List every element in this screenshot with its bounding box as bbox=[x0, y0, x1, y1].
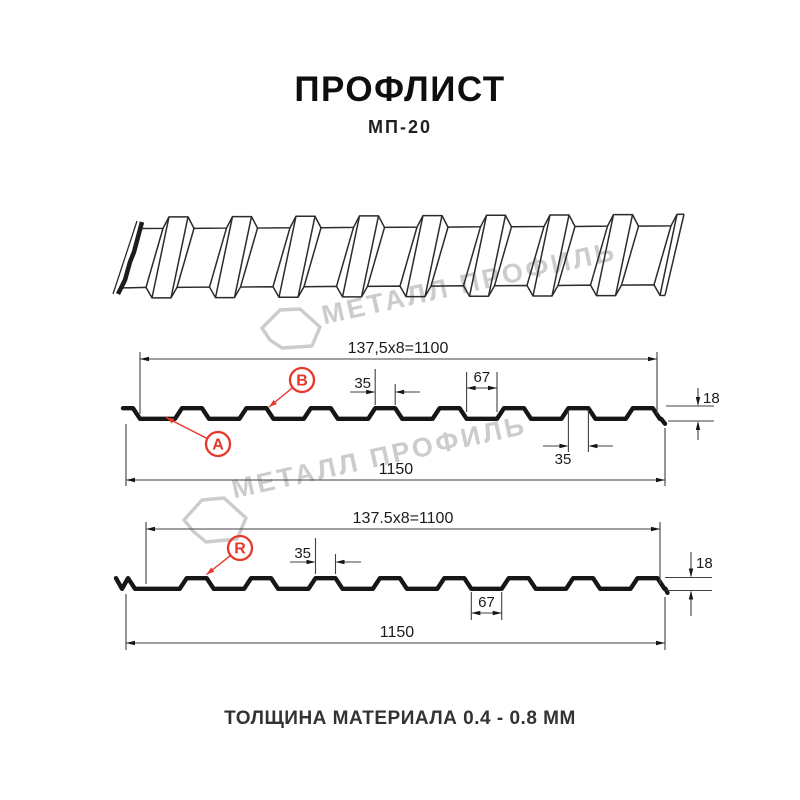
callout-circle-r bbox=[226, 534, 254, 562]
arrowhead bbox=[492, 610, 502, 616]
arrowhead bbox=[656, 640, 665, 646]
arrowhead bbox=[206, 567, 215, 575]
arrowhead bbox=[648, 356, 657, 362]
metall-profil-logo-icon bbox=[260, 307, 322, 350]
section-diagram-r: 137.5x8=1100 35 67 18 1150 R bbox=[113, 510, 713, 650]
arrowhead bbox=[335, 559, 345, 565]
arrowhead bbox=[306, 559, 316, 565]
arrowhead bbox=[656, 477, 665, 483]
arrowhead bbox=[126, 477, 135, 483]
dim-valley-width: 67 bbox=[478, 594, 495, 611]
arrowhead bbox=[126, 640, 135, 646]
dim-module-width: 137.5x8=1100 bbox=[353, 510, 454, 527]
watermark-text: МЕТАЛЛ ПРОФИЛЬ bbox=[229, 410, 530, 505]
dim-height: 18 bbox=[696, 555, 713, 572]
callout-letter-r: R bbox=[234, 541, 246, 558]
arrowhead bbox=[146, 526, 155, 532]
arrowhead bbox=[395, 389, 405, 395]
callout-letter-b: B bbox=[296, 373, 308, 390]
arrowhead bbox=[651, 526, 660, 532]
dim-height: 18 bbox=[703, 390, 720, 407]
dim-crest-top: 35 bbox=[294, 545, 311, 562]
page-subtitle: МП-20 bbox=[368, 117, 432, 137]
arrowhead bbox=[166, 417, 175, 424]
sheet-3d-perspective-drawing bbox=[112, 213, 685, 299]
arrowhead bbox=[488, 385, 497, 391]
material-thickness-caption: ТОЛЩИНА МАТЕРИАЛА 0.4 - 0.8 ММ bbox=[224, 708, 576, 729]
dim-crest-top: 35 bbox=[354, 375, 371, 392]
arrowhead bbox=[140, 356, 149, 362]
callout-letter-a: A bbox=[212, 437, 224, 454]
dim-overall-width: 1150 bbox=[380, 624, 415, 641]
arrowhead bbox=[688, 590, 694, 600]
dim-rib-base: 67 bbox=[473, 369, 490, 386]
dim-crest-top-2: 35 bbox=[555, 451, 572, 468]
callout-circle-a bbox=[204, 430, 232, 458]
section-diagram-ab: 137,5x8=1100 1150 35 67 35 18 A B bbox=[120, 340, 720, 486]
dim-module-width: 137,5x8=1100 bbox=[348, 340, 449, 357]
arrowhead bbox=[466, 385, 476, 391]
page-title: ПРОФЛИСТ bbox=[294, 70, 505, 109]
arrowhead bbox=[366, 389, 376, 395]
arrowhead bbox=[269, 399, 277, 407]
arrowhead bbox=[695, 397, 701, 406]
arrowhead bbox=[588, 443, 598, 449]
arrowhead bbox=[471, 610, 481, 616]
arrowhead bbox=[559, 443, 569, 449]
arrowhead bbox=[688, 568, 694, 578]
callout-circle-b bbox=[288, 366, 316, 394]
dim-overall-width: 1150 bbox=[379, 461, 414, 478]
arrowhead bbox=[695, 421, 701, 430]
